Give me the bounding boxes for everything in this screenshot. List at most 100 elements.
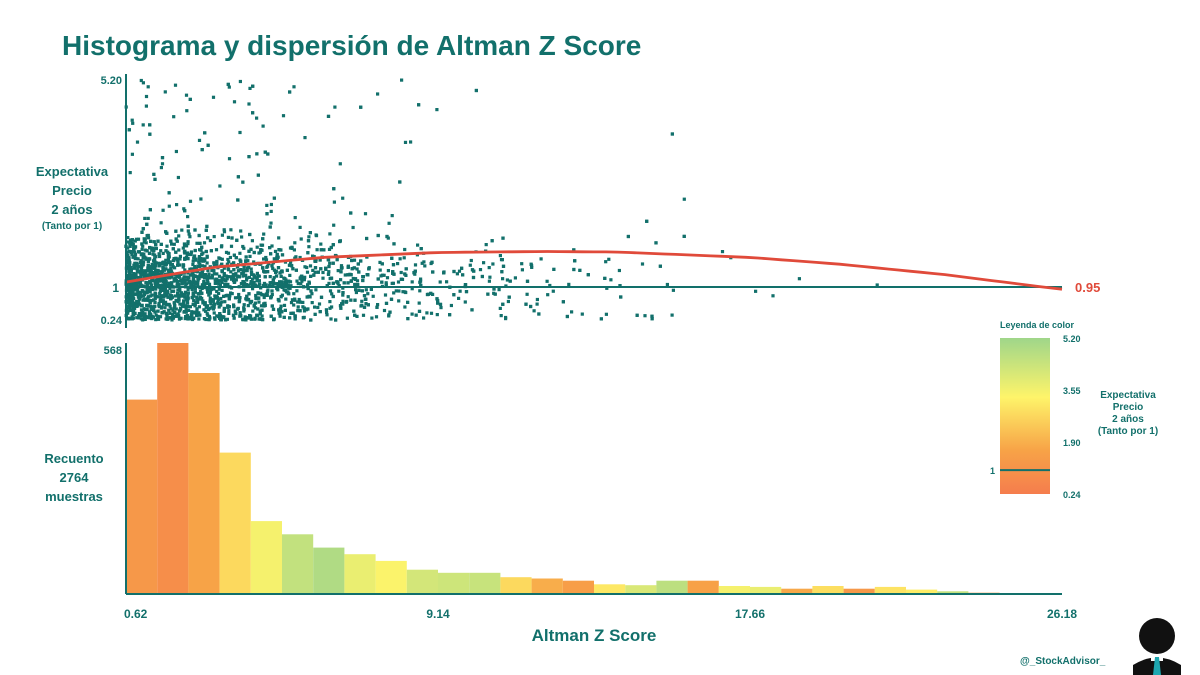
scatter-point [169,268,173,272]
scatter-point [142,240,146,244]
scatter-point [498,306,502,310]
scatter-point [255,279,259,283]
scatter-point [193,248,197,253]
scatter-point [172,257,176,261]
scatter-point [362,294,367,298]
scatter-point [232,305,236,309]
scatter-point [142,274,147,278]
scatter-point [241,180,245,184]
scatter-point [239,259,243,263]
scatter-point [154,292,158,296]
scatter-point [670,132,674,136]
scatter-point [142,260,146,264]
scatter-point [145,289,149,293]
scatter-point [139,273,143,277]
scatter-point [287,263,292,267]
scatter-point [130,238,134,242]
scatter-point [340,266,344,270]
scatter-point [501,302,505,306]
scatter-point [232,275,236,279]
scatter-point [241,272,245,276]
scatter-point [161,269,165,273]
scatter-point [269,314,273,318]
scatter-point [140,242,144,246]
scatter-point [220,233,224,237]
scatter-point [327,247,332,251]
scatter-point [330,305,334,309]
scatter-point [203,273,208,277]
scatter-point [205,261,209,265]
scatter-point [314,259,318,263]
scatter-point [302,278,306,282]
scatter-point [386,269,390,273]
scatter-point [331,261,335,265]
scatter-point [266,270,270,274]
scatter-point [153,264,158,268]
scatter-point [171,308,175,312]
scatter-point [144,241,148,245]
scatter-point [138,282,142,286]
scatter-point [187,276,191,280]
histogram [126,343,1062,594]
scatter-point [193,265,197,269]
scatter-point [226,257,230,262]
scatter-point [149,307,153,311]
scatter-point [213,294,217,298]
scatter-point [219,296,223,301]
scatter-point [229,228,233,232]
scatter-point [200,283,205,287]
scatter-point [143,248,147,252]
scatter-point [257,274,261,278]
scatter-point [218,314,223,318]
scatter-point [242,303,246,307]
scatter-point [252,281,256,285]
scatter-point [380,262,384,266]
scatter-point [216,278,220,282]
scatter-point [205,275,210,279]
legend-tick-label: 0.24 [1063,490,1081,500]
scatter-point [247,155,251,159]
scatter-point [138,294,142,298]
scatter-point [349,211,353,215]
scatter-point [306,251,310,255]
scatter-point [463,300,467,304]
scatter-point [260,314,264,318]
scatter-point [134,302,139,306]
scatter-point [246,304,250,308]
scatter-point [141,227,145,231]
scatter-point [140,230,144,234]
scatter-point [173,276,177,281]
scatter-point [223,300,227,304]
scatter-point [341,196,345,200]
scatter-point [217,291,221,295]
scatter-point [160,311,164,315]
scatter-point [208,296,212,300]
scatter-point [164,263,168,267]
scatter-point [194,266,198,270]
scatter-point [387,313,391,317]
scatter-point [146,282,150,286]
scatter-point [403,272,407,276]
scatter-point [215,259,219,264]
scatter-point [145,222,149,226]
scatter-point [355,314,359,318]
scatter-point [129,269,133,273]
scatter-point [283,308,287,312]
scatter-point [152,266,156,270]
scatter-point [501,264,506,268]
scatter-point [247,297,251,302]
scatter-point [311,268,315,272]
scatter-point [322,248,326,252]
scatter-point [185,282,189,286]
scatter-point [158,272,162,276]
scatter-point [226,304,230,308]
scatter-point [134,273,138,277]
scatter-point [256,291,260,295]
scatter-point [247,102,251,106]
scatter-point [309,289,313,293]
icon-head [1139,618,1175,654]
scatter-point [143,271,147,276]
scatter-point [313,305,317,309]
scatter-point [191,291,195,295]
scatter-point [249,317,253,321]
